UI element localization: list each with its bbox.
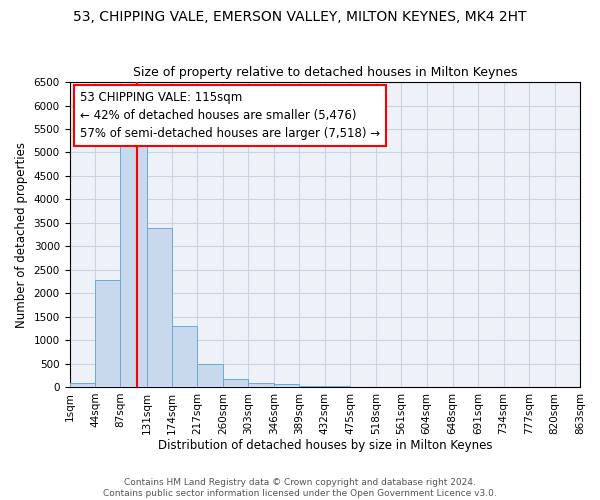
Bar [121, 132, 146, 387]
Title: Size of property relative to detached houses in Milton Keynes: Size of property relative to detached ho… [133, 66, 517, 80]
Bar [197, 364, 223, 387]
Text: 53 CHIPPING VALE: 115sqm
← 42% of detached houses are smaller (5,476)
57% of sem: 53 CHIPPING VALE: 115sqm ← 42% of detach… [80, 91, 380, 140]
Bar [70, 384, 95, 387]
Text: Contains HM Land Registry data © Crown copyright and database right 2024.
Contai: Contains HM Land Registry data © Crown c… [103, 478, 497, 498]
Bar [299, 386, 325, 387]
Bar [95, 280, 121, 387]
Bar [223, 379, 248, 387]
Y-axis label: Number of detached properties: Number of detached properties [15, 142, 28, 328]
X-axis label: Distribution of detached houses by size in Milton Keynes: Distribution of detached houses by size … [158, 440, 492, 452]
Bar [172, 326, 197, 387]
Text: 53, CHIPPING VALE, EMERSON VALLEY, MILTON KEYNES, MK4 2HT: 53, CHIPPING VALE, EMERSON VALLEY, MILTO… [73, 10, 527, 24]
Bar [274, 384, 299, 387]
Bar [146, 228, 172, 387]
Bar [248, 383, 274, 387]
